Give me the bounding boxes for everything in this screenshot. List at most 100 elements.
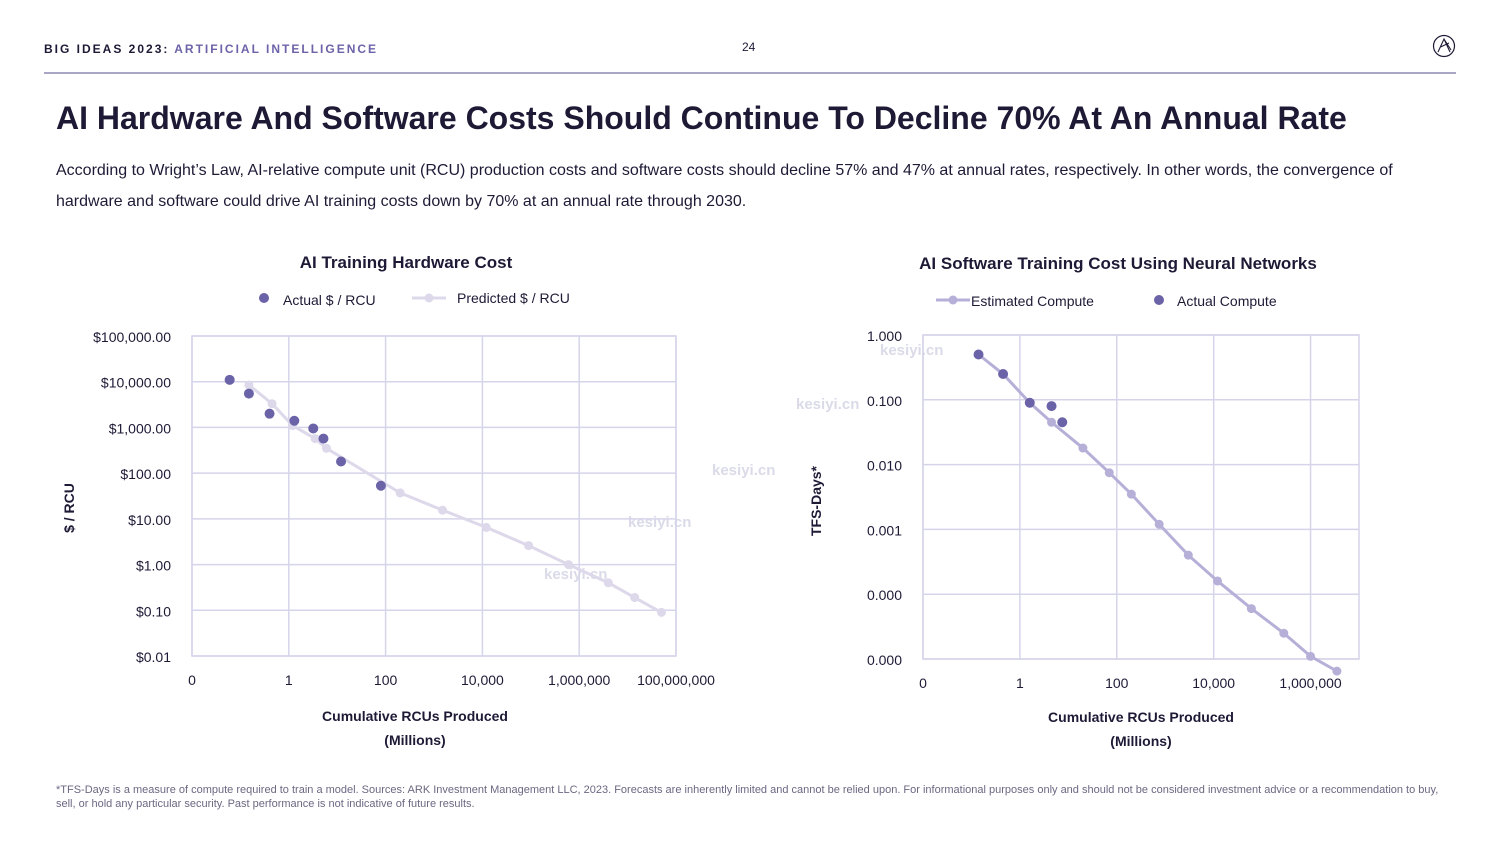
data-point-predicted [630,593,640,603]
data-point-predicted [524,541,534,551]
data-point-estimated [1246,604,1256,614]
y-tick-labels: $0.01 $0.10 $1.00 $10.00 $100.00 $1,000.00 $10… [93,329,171,665]
legend-marker-predicted [424,293,434,303]
legend-label-predicted: Predicted $ / RCU [457,290,570,306]
data-point-estimated [1104,468,1114,478]
x-axis-label-units: (Millions) [384,732,445,748]
y-tick-label: $10.00 [128,512,171,528]
legend: Actual $ / RCU Predicted $ / RCU [259,290,570,308]
x-tick-label: 100,000,000 [637,672,715,688]
data-point-predicted [481,522,491,532]
data-point-estimated [1126,489,1136,499]
data-point-predicted [438,505,448,515]
brand-label: BIG IDEAS 2023: ARTIFICIAL INTELLIGENCE [44,42,378,56]
data-point-estimated [1078,443,1088,453]
y-axis-label: TFS-Days* [808,465,824,536]
y-tick-label: 0.000 [867,587,902,603]
data-point-actual [318,433,329,444]
y-tick-label: 0.100 [867,393,902,409]
x-tick-labels: 0 1 100 10,000 1,000,000 100,000,000 [188,672,715,688]
data-point-actual [1057,417,1068,428]
data-point-estimated [1213,576,1223,586]
y-tick-label: 0.010 [867,458,902,474]
data-point-predicted [395,488,405,498]
ark-logo-icon [1432,34,1456,58]
y-axis-label: $ / RCU [61,483,77,533]
data-point-predicted [244,380,254,390]
data-point-actual [336,456,347,467]
x-tick-labels: 0 1 100 10,000 1,000,000 [919,675,1342,691]
y-tick-label: $100.00 [120,466,171,482]
y-tick-label: 1.000 [867,328,902,344]
data-point-predicted [310,434,320,444]
x-tick-label: 100 [374,672,398,688]
data-point-estimated [1183,550,1193,560]
plot-grid [922,334,1360,660]
data-point-actual [1024,397,1035,408]
footnote: *TFS-Days is a measure of compute requir… [56,784,1439,810]
page-subtitle: According to Wright’s Law, AI-relative c… [56,162,1393,210]
data-point-actual [973,349,984,360]
y-tick-labels: 0.000 0.000 0.001 0.010 0.100 1.000 [867,328,902,668]
x-axis-label: Cumulative RCUs Produced [1048,709,1234,725]
y-tick-label: $10,000.00 [101,375,171,391]
data-point-predicted [563,560,573,570]
data-point-actual [264,408,275,419]
data-point-actual [1046,401,1057,412]
page-title: AI Hardware And Software Costs Should Co… [56,100,1347,136]
hardware-cost-chart: AI Training Hardware Cost Actual $ / RCU… [61,253,715,748]
plot-border [922,334,1360,660]
legend-label-estimated: Estimated Compute [971,293,1094,309]
header-divider [44,72,1456,74]
x-tick-label: 1 [1016,675,1024,691]
series-layer [973,349,1342,676]
x-axis-label-units: (Millions) [1110,733,1171,749]
data-point-actual [308,423,319,434]
data-point-estimated [1279,628,1289,638]
data-point-predicted [321,443,331,453]
data-point-actual [998,369,1009,380]
series-layer [224,374,666,617]
data-point-actual [375,480,386,491]
data-point-estimated [1154,519,1164,529]
data-point-estimated [1306,651,1316,661]
x-tick-label: 10,000 [1192,675,1235,691]
data-point-predicted [267,399,277,409]
legend: Estimated Compute Actual Compute [936,293,1277,309]
data-point-predicted [656,607,666,617]
chart-title: AI Software Training Cost Using Neural N… [919,254,1317,273]
data-point-actual [289,415,300,426]
watermark: kesiyi.cn [544,566,608,583]
data-point-estimated [1047,417,1057,427]
legend-label-actual: Actual Compute [1177,293,1277,309]
data-point-actual [243,388,254,399]
y-tick-label: $0.10 [136,603,171,619]
legend-marker-actual [259,293,269,303]
y-tick-label: $0.01 [136,649,171,665]
x-tick-label: 0 [919,675,927,691]
topic-label: ARTIFICIAL INTELLIGENCE [174,42,379,56]
watermark: kesiyi.cn [880,342,944,359]
data-point-estimated [1332,666,1342,676]
x-tick-label: 100 [1105,675,1129,691]
x-tick-label: 0 [188,672,196,688]
data-point-predicted [603,578,613,588]
y-tick-label: 0.001 [867,522,902,538]
watermark: kesiyi.cn [712,462,776,479]
x-axis-label: Cumulative RCUs Produced [322,708,508,724]
x-tick-label: 10,000 [461,672,504,688]
x-tick-label: 1 [285,672,293,688]
legend-label-actual: Actual $ / RCU [283,292,376,308]
y-tick-label: 0.000 [867,652,902,668]
page-number: 24 [742,40,756,54]
plot-grid [191,335,677,657]
x-tick-label: 1,000,000 [1279,675,1341,691]
legend-marker-actual [1154,295,1164,305]
watermark: kesiyi.cn [796,396,860,413]
plot-border [191,335,677,657]
series-line-predicted [247,383,663,614]
x-tick-label: 1,000,000 [548,672,610,688]
software-cost-chart: AI Software Training Cost Using Neural N… [808,254,1360,749]
chart-title: AI Training Hardware Cost [300,253,513,272]
